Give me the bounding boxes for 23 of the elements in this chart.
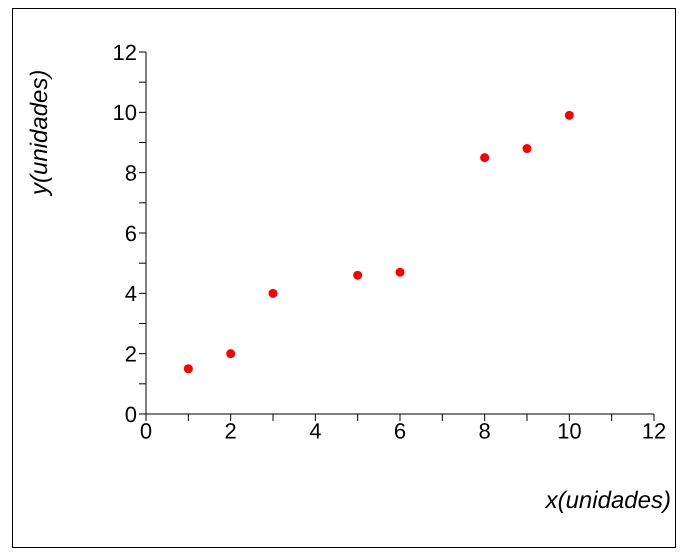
point: [226, 349, 236, 358]
point: [184, 364, 193, 374]
x-tick-label: 10: [557, 418, 582, 444]
x-axis-title: x(unidades): [546, 487, 671, 515]
point: [268, 288, 278, 298]
point: [564, 110, 574, 120]
point: [395, 268, 405, 277]
point: [480, 153, 490, 162]
y-tick-label: 0: [124, 402, 137, 427]
y-axis-title: y(unidades): [25, 70, 54, 195]
y-tick-label: 12: [112, 40, 137, 65]
x-tick-label: 4: [309, 418, 322, 444]
y-tick-label: 10: [112, 100, 137, 126]
x-tick-label: 6: [394, 418, 406, 444]
point: [353, 270, 362, 280]
x-tick-label: 12: [642, 418, 666, 444]
x-tick-label: 8: [478, 418, 491, 444]
y-tick-label: 6: [124, 220, 137, 246]
y-tick-label: 4: [124, 281, 137, 306]
point: [522, 144, 532, 154]
y-tick-label: 8: [124, 160, 137, 186]
y-tick-label: 2: [124, 341, 137, 366]
x-tick-label: 2: [224, 418, 237, 444]
